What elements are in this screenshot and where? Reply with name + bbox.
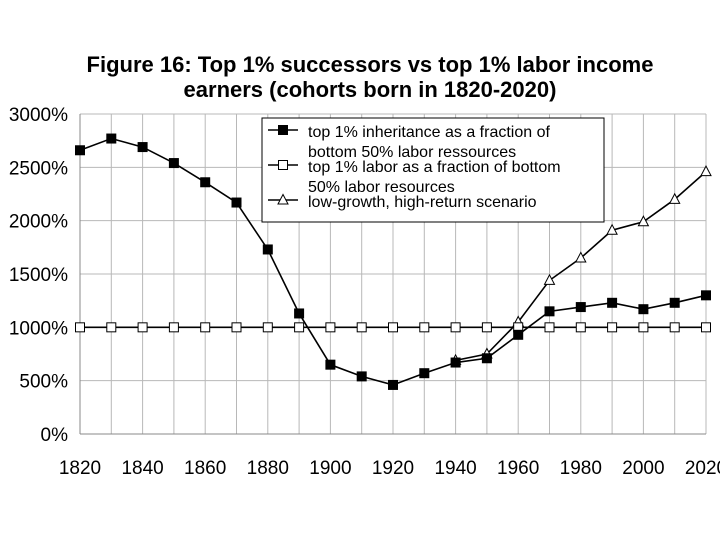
x-tick-label: 1860	[184, 458, 226, 479]
series-1-point	[137, 142, 148, 153]
legend: top 1% inheritance as a fraction of botto…	[261, 117, 605, 223]
series-1-point	[356, 371, 367, 382]
series-2-point	[544, 322, 555, 333]
y-tick-label: 2000%	[9, 212, 68, 233]
series-1-point	[168, 158, 179, 169]
x-tick-label: 1840	[121, 458, 163, 479]
series-1-point	[638, 304, 649, 315]
series-layer	[75, 133, 712, 390]
series-2-point	[575, 322, 586, 333]
x-tick-label: 1820	[59, 458, 101, 479]
series-1-point	[75, 145, 85, 156]
series-2-point	[450, 322, 461, 333]
legend-marker-3	[277, 193, 289, 205]
series-1-point	[701, 290, 711, 301]
series-2	[75, 322, 711, 333]
legend-box	[261, 117, 605, 223]
series-2-point	[388, 322, 398, 333]
x-tick-label: 2020	[685, 458, 720, 479]
series-2-point	[607, 322, 618, 333]
x-axis-tick-labels: 1820 1840 1860 1880 1900 1920 1940 1960 1980 2000…	[59, 458, 720, 479]
series-1-point	[544, 306, 555, 317]
series-1-point	[262, 244, 273, 255]
x-tick-label: 1880	[247, 458, 289, 479]
series-1-point	[450, 357, 461, 368]
series-1-point	[607, 297, 618, 308]
legend-label-2: 50% labor resources	[308, 179, 455, 196]
series-1-point	[575, 302, 586, 313]
series-1-point	[419, 368, 430, 379]
legend-label-1: top 1% inheritance as a fraction of	[308, 124, 550, 141]
series-1-point	[481, 353, 492, 364]
series-2-point	[356, 322, 367, 333]
legend-label-3: low-growth, high-return scenario	[308, 194, 537, 211]
series-3-point	[637, 215, 650, 227]
series-1-point	[106, 133, 117, 144]
series-1-point	[231, 197, 242, 208]
series-3-point	[574, 251, 587, 263]
series-2-point	[419, 322, 430, 333]
x-tick-label: 1920	[372, 458, 414, 479]
series-3-point	[668, 192, 681, 204]
chart-title-line-2: earners (cohorts born in 1820-2020)	[183, 77, 557, 102]
y-tick-label: 2500%	[9, 158, 68, 179]
y-axis-tick-labels: 0% 500% 1000% 1500% 2000% 2500% 3000%	[9, 105, 68, 446]
series-2-point	[638, 322, 649, 333]
series-1-point	[200, 177, 211, 188]
series-2-point	[325, 322, 336, 333]
series-2-point	[669, 322, 680, 333]
series-1-point	[513, 329, 524, 340]
series-1	[75, 133, 711, 390]
chart-title: Figure 16: Top 1% successors vs top 1% l…	[40, 52, 700, 102]
x-tick-label: 1900	[309, 458, 351, 479]
series-2-point	[481, 322, 492, 333]
series-2-point	[294, 322, 305, 333]
series-2-point	[701, 322, 711, 333]
series-2-point	[231, 322, 242, 333]
legend-label-2: top 1% labor as a fraction of bottom	[308, 159, 561, 176]
series-2-point	[75, 322, 85, 333]
series-2-point	[106, 322, 117, 333]
series-3-point	[606, 223, 618, 235]
series-2-point	[200, 322, 211, 333]
legend-label-1: bottom 50% labor ressources	[308, 144, 516, 161]
x-tick-label: 2000	[622, 458, 664, 479]
series-1-point	[669, 297, 680, 308]
series-2-point	[262, 322, 273, 333]
series-1-point	[388, 379, 398, 390]
y-tick-label: 0%	[41, 425, 69, 446]
y-tick-label: 3000%	[9, 105, 68, 126]
series-3-point	[543, 273, 556, 285]
legend-marker-1	[278, 125, 288, 135]
y-tick-label: 500%	[19, 372, 68, 393]
x-tick-label: 1980	[560, 458, 602, 479]
series-1-point	[294, 308, 305, 319]
x-tick-label: 1940	[434, 458, 476, 479]
chart-title-line-1: Figure 16: Top 1% successors vs top 1% l…	[86, 52, 654, 77]
legend-marker-2	[278, 160, 288, 170]
series-3-point	[700, 165, 712, 177]
x-tick-label: 1960	[497, 458, 539, 479]
y-tick-label: 1500%	[9, 265, 68, 286]
series-2-point	[168, 322, 179, 333]
series-1-point	[325, 359, 336, 370]
y-tick-label: 1000%	[9, 318, 68, 339]
axes	[79, 114, 706, 435]
series-2-point	[137, 322, 148, 333]
